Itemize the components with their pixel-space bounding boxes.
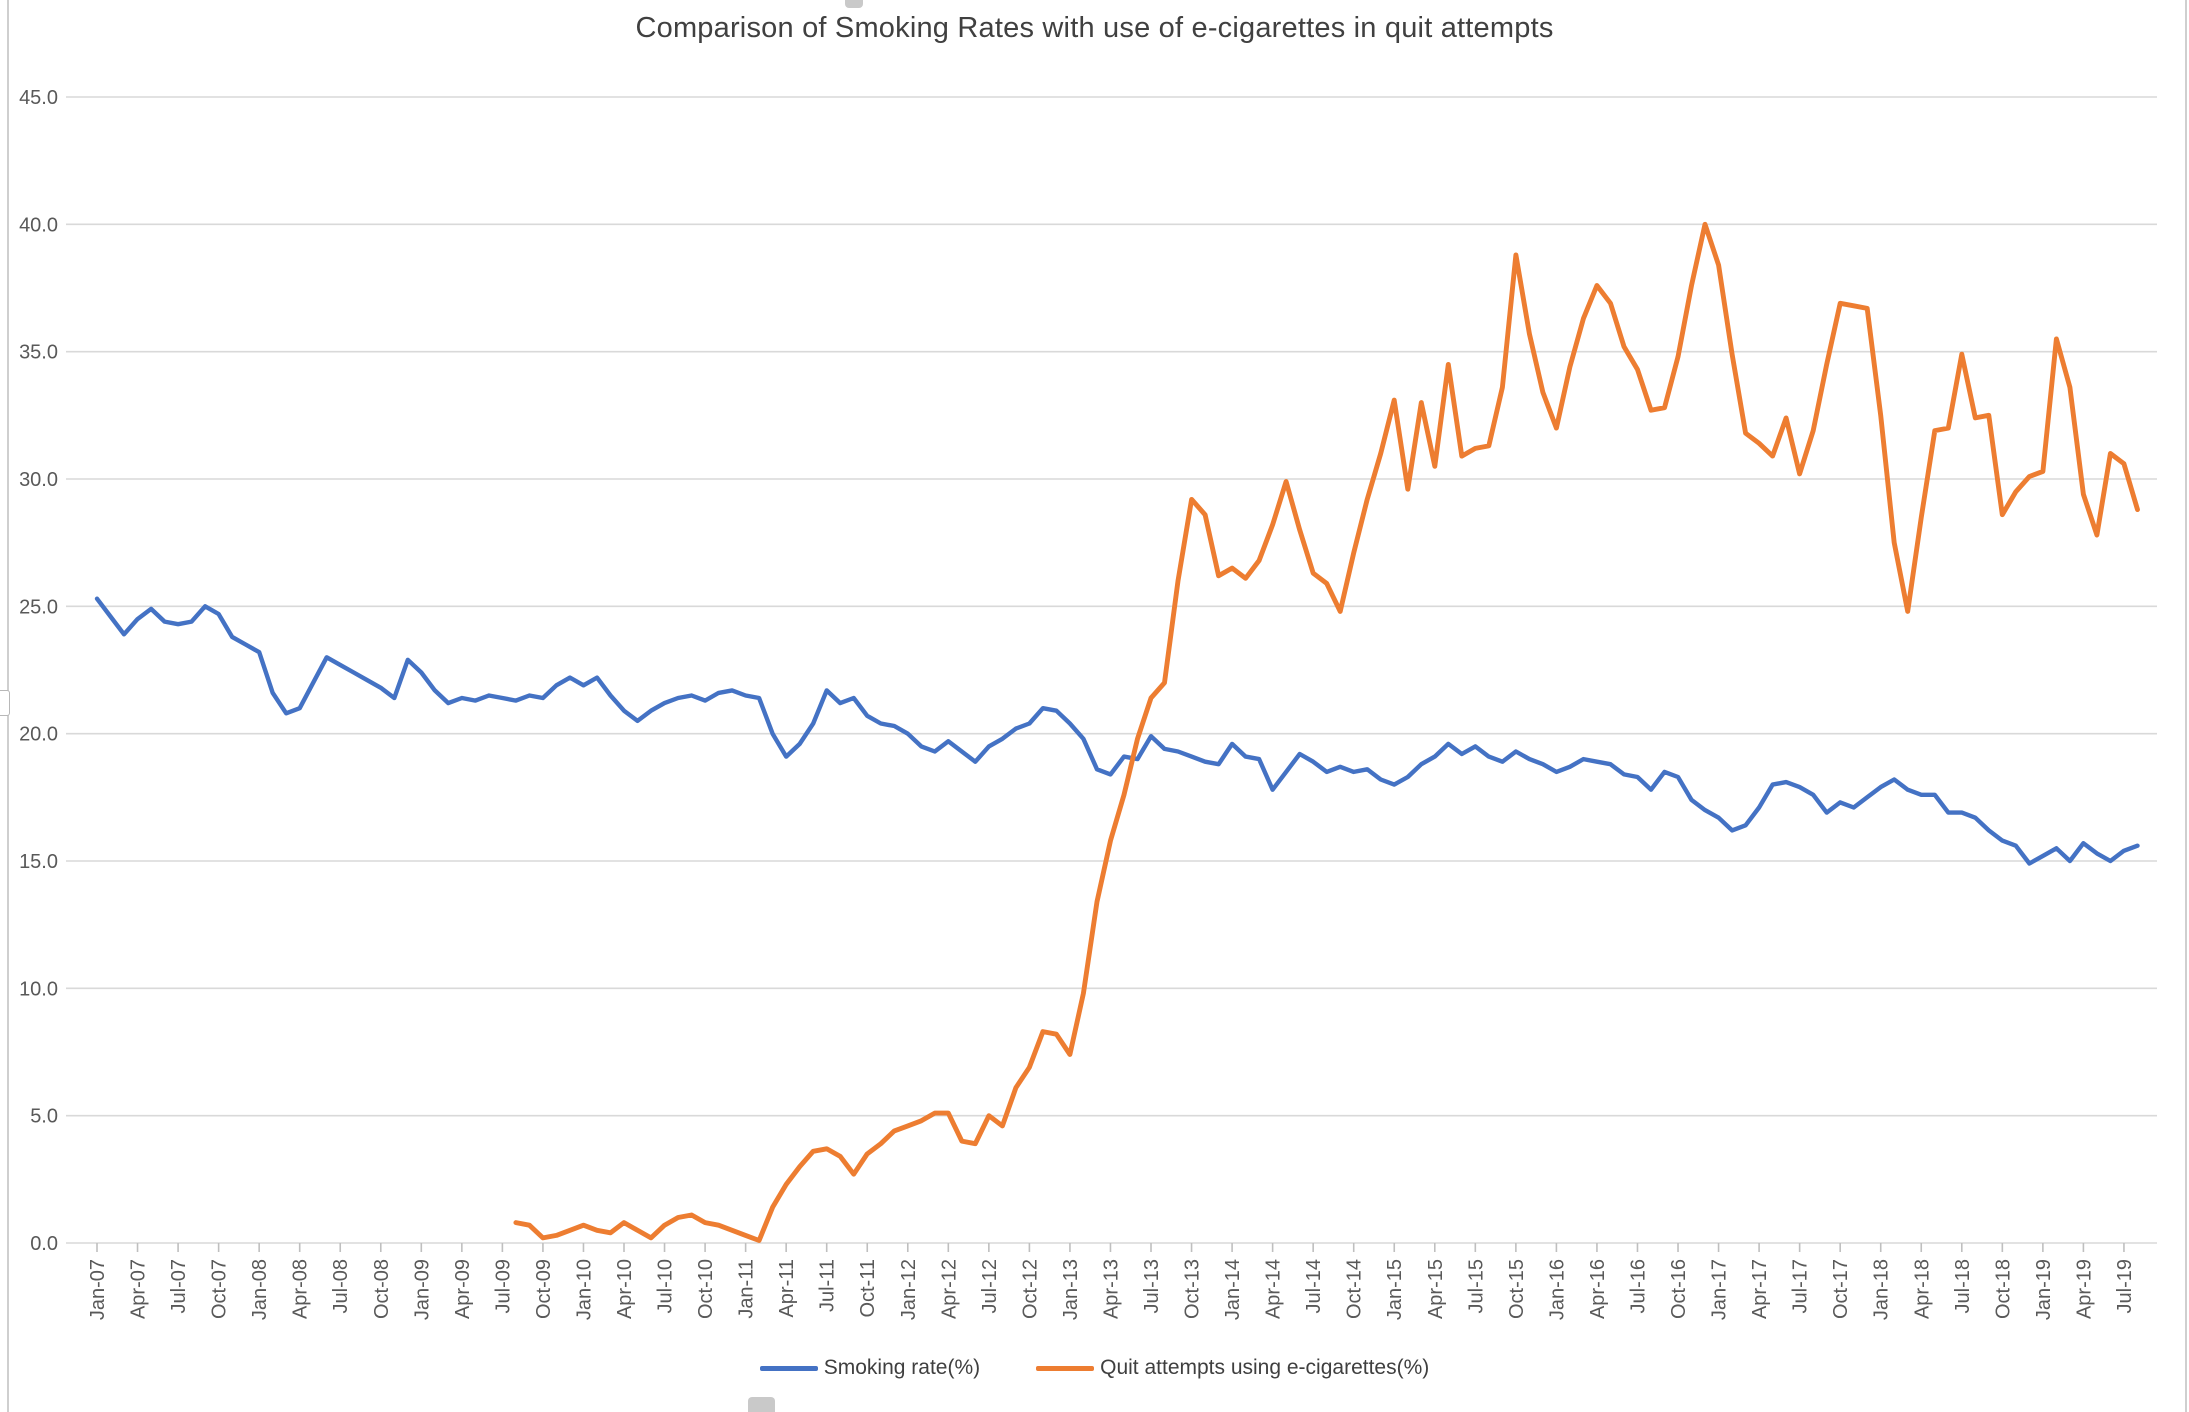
x-axis-label: Jul-08	[330, 1259, 352, 1313]
x-axis-label: Jul-13	[1141, 1259, 1163, 1313]
x-axis-label: Apr-14	[1263, 1259, 1285, 1319]
x-axis-label: Jul-12	[979, 1259, 1001, 1313]
x-axis-label: Jan-13	[1060, 1259, 1082, 1320]
legend-swatch-quit-attempts-icon	[1036, 1365, 1095, 1371]
x-axis-label: Jan-15	[1384, 1259, 1406, 1320]
x-axis-label: Oct-09	[533, 1259, 555, 1319]
x-axis-label: Jul-16	[1627, 1259, 1649, 1313]
resize-handle-left-middle[interactable]	[0, 690, 10, 716]
x-axis-label: Apr-12	[938, 1259, 960, 1319]
x-axis-label: Apr-09	[452, 1259, 474, 1319]
y-axis-label: 45.0	[19, 87, 58, 109]
series-line-smoking-rate[interactable]	[94, 596, 2140, 866]
legend-item-smoking-rate[interactable]: Smoking rate(%)	[759, 1356, 981, 1380]
y-axis-label: 25.0	[19, 596, 58, 618]
chart-title: Comparison of Smoking Rates with use of …	[635, 12, 1554, 44]
x-axis-label: Apr-16	[1587, 1259, 1609, 1319]
x-axis-label: Oct-11	[857, 1259, 879, 1318]
x-axis-label: Jan-10	[573, 1259, 595, 1320]
x-axis-label: Oct-10	[695, 1259, 717, 1319]
x-axis-label: Jul-14	[1303, 1259, 1325, 1313]
y-axis-label: 10.0	[19, 978, 58, 1000]
x-axis-label: Apr-08	[290, 1259, 312, 1319]
y-axis-label: 35.0	[19, 342, 58, 364]
legend-item-quit-attempts[interactable]: Quit attempts using e-cigarettes(%)	[1036, 1356, 1429, 1380]
series-line-quit-attempts[interactable]	[513, 221, 2140, 1243]
y-axis-label: 30.0	[19, 469, 58, 491]
x-axis-label: Jan-16	[1546, 1259, 1568, 1320]
x-axis-label: Jul-15	[1465, 1259, 1487, 1313]
window-edge-tab-bottom	[748, 1397, 775, 1412]
x-axis-label: Oct-07	[209, 1259, 231, 1319]
legend-label-smoking-rate: Smoking rate(%)	[823, 1356, 981, 1379]
window-edge-tab-top	[845, 0, 863, 8]
x-axis-label: Apr-17	[1749, 1259, 1771, 1319]
legend-label-quit-attempts: Quit attempts using e-cigarettes(%)	[1100, 1356, 1430, 1379]
x-axis-label: Jan-12	[898, 1259, 920, 1320]
x-axis-label: Oct-15	[1506, 1259, 1528, 1319]
x-axis-label: Jul-09	[492, 1259, 514, 1313]
y-axis-label: 20.0	[19, 724, 58, 746]
x-axis-label: Jul-10	[655, 1259, 677, 1313]
y-axis-label: 40.0	[19, 214, 58, 236]
x-axis-label: Jan-08	[249, 1259, 271, 1320]
x-axis-label: Jul-07	[168, 1259, 190, 1313]
x-axis-label: Jan-14	[1222, 1259, 1244, 1320]
x-axis-label: Apr-15	[1425, 1259, 1447, 1319]
x-axis-label: Jan-11	[736, 1259, 758, 1319]
x-axis-label: Jul-17	[1790, 1259, 1812, 1313]
legend-swatch-smoking-rate-icon	[759, 1365, 818, 1371]
y-axis-label: 0.0	[30, 1233, 58, 1255]
x-axis-label: Oct-14	[1344, 1259, 1366, 1319]
x-axis-label: Jul-11	[817, 1259, 839, 1312]
chart-legend: Smoking rate(%) Quit attempts using e-ci…	[0, 1356, 2189, 1380]
chart-border-right	[2185, 0, 2187, 1412]
x-axis-label: Jan-07	[87, 1259, 109, 1320]
x-axis-label: Oct-08	[371, 1259, 393, 1319]
y-axis-label: 15.0	[19, 851, 58, 873]
x-axis-label: Apr-11	[776, 1259, 798, 1318]
x-axis-label: Oct-17	[1830, 1259, 1852, 1319]
x-axis-label: Oct-16	[1668, 1259, 1690, 1319]
x-axis-label: Apr-19	[2073, 1259, 2095, 1319]
x-axis-label: Jan-19	[2033, 1259, 2055, 1320]
x-axis-label: Jan-17	[1709, 1259, 1731, 1320]
x-axis-label: Apr-10	[614, 1259, 636, 1319]
y-axis-label: 5.0	[30, 1106, 58, 1128]
x-axis-label: Apr-13	[1100, 1259, 1122, 1319]
x-axis-label: Oct-13	[1182, 1259, 1204, 1319]
x-axis-label: Jul-18	[1952, 1259, 1974, 1313]
x-axis-label: Apr-07	[128, 1259, 150, 1319]
x-axis-label: Jan-18	[1871, 1259, 1893, 1320]
x-axis-label: Oct-12	[1019, 1259, 1041, 1319]
x-axis-label: Apr-18	[1911, 1259, 1933, 1319]
x-axis-label: Jul-19	[2114, 1259, 2136, 1313]
x-axis-label: Oct-18	[1992, 1259, 2014, 1319]
x-axis-label: Jan-09	[411, 1259, 433, 1320]
